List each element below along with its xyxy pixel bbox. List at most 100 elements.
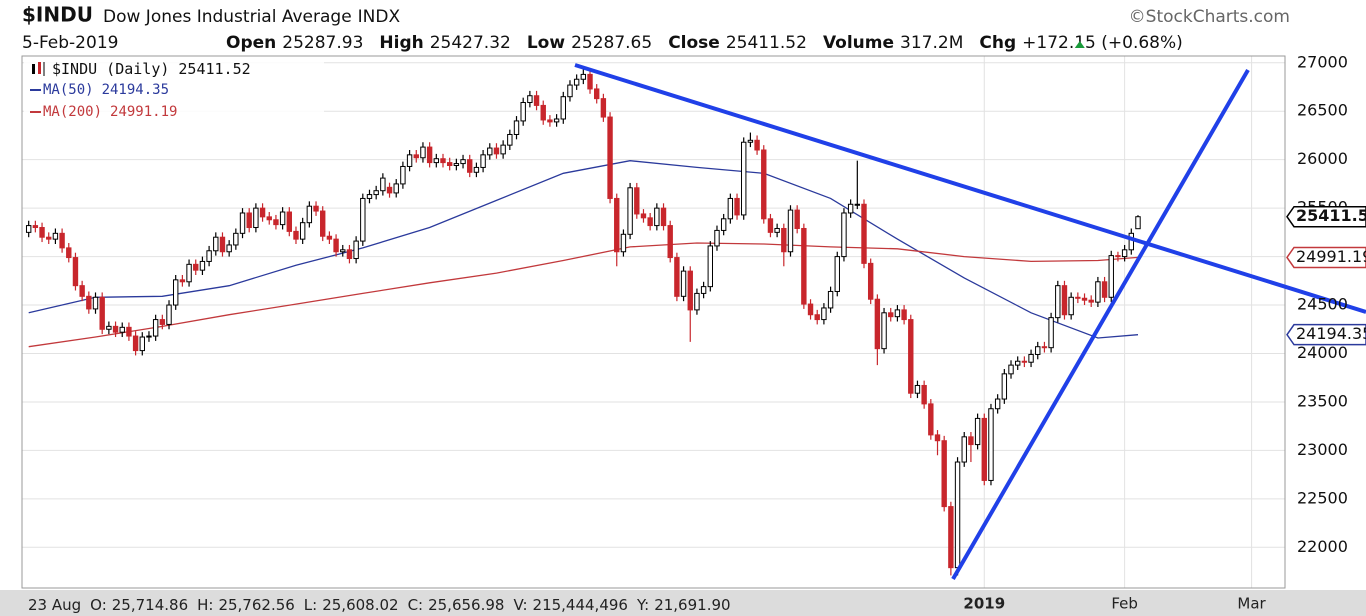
candle-body (654, 207, 660, 227)
candle-body (460, 159, 466, 165)
candle-body (52, 232, 59, 240)
symbol: $INDU (22, 3, 93, 27)
candle-body (807, 303, 814, 316)
candle-body (1115, 255, 1121, 258)
trend-line (951, 68, 1250, 581)
candle-body (346, 249, 353, 260)
candle-body (827, 290, 834, 309)
candle-body (440, 158, 446, 164)
stat-value: 25287.65 (571, 33, 652, 53)
candle-body (587, 73, 593, 90)
candle-body (660, 207, 667, 227)
marks (25, 67, 1141, 576)
candle-body (821, 307, 827, 321)
candle-body (507, 133, 513, 146)
candle-body (1081, 297, 1088, 301)
candle-body (547, 119, 553, 123)
candle-body (373, 190, 379, 196)
legend-icon (32, 64, 35, 74)
candle-body (647, 217, 653, 227)
price-tag (1286, 246, 1366, 269)
candle-body (279, 211, 286, 226)
candle-body (580, 73, 587, 80)
candle-body (1028, 353, 1034, 363)
candle-body (213, 236, 219, 252)
legend-name: MA(200) (43, 104, 102, 120)
candle-body (934, 434, 941, 442)
candle-body (694, 292, 700, 311)
candle-body (1001, 373, 1008, 400)
candle-body (393, 183, 399, 194)
candle-body (179, 279, 186, 283)
candle-body (1035, 346, 1041, 355)
candle-body (948, 506, 954, 569)
candle-body (487, 147, 493, 156)
candle-body (39, 227, 45, 238)
candle-body (92, 296, 99, 310)
x-tick-label: 2019 (963, 595, 1005, 613)
candle-body (921, 384, 927, 405)
candle-body (1055, 285, 1061, 319)
candle-body (620, 233, 627, 253)
candle-body (59, 232, 65, 249)
candle-body (640, 213, 647, 219)
candle-body (1101, 281, 1108, 298)
candle-body (380, 177, 386, 192)
candle-body (132, 335, 139, 352)
candle-body (700, 286, 707, 294)
candle-body (79, 285, 85, 297)
stat-label: Volume (823, 33, 894, 53)
legend-value: 25411.52 (178, 60, 250, 78)
candle-body (313, 205, 319, 212)
candle-body (607, 116, 613, 199)
info-value: 21,691.90 (654, 596, 730, 614)
candle-body (400, 165, 406, 185)
candle-body (366, 194, 373, 199)
legend-bg (24, 58, 324, 122)
candle-body (306, 205, 313, 224)
candle-body (119, 326, 125, 333)
candle-body (1095, 281, 1101, 303)
candle-body (861, 203, 867, 264)
candle-body (299, 222, 306, 240)
candle-body (888, 312, 894, 318)
candle-body (386, 186, 393, 194)
candle-body (1128, 232, 1135, 251)
candle-body (928, 403, 934, 436)
candle-body (233, 232, 239, 246)
candle-body (266, 216, 272, 221)
stat-label: High (379, 33, 423, 53)
candle-body (734, 197, 740, 216)
candle-body (901, 309, 907, 321)
price-tag-label: 24194.35 (1296, 324, 1366, 343)
candle-body (974, 417, 981, 446)
candle-body (520, 102, 526, 122)
info-value: 215,444,496 (533, 596, 628, 614)
candle-body (801, 227, 807, 305)
candle-body (467, 159, 473, 173)
candle-body (674, 257, 680, 297)
trend-line (574, 63, 1366, 314)
stats: Open 25287.93 High 25427.32 Low 25287.65 Close… (226, 33, 1183, 53)
x-axis: 2019 Feb Mar (963, 595, 1266, 613)
candle-body (1121, 249, 1128, 258)
candle-body (1061, 285, 1068, 316)
candle-body (894, 309, 901, 318)
ma-line (28, 242, 1139, 348)
legend-icon (38, 62, 41, 74)
stat-value: 25411.52 (726, 33, 807, 53)
candle-body (360, 197, 366, 242)
candle-body (1108, 255, 1114, 298)
source: ©StockCharts.com (1129, 7, 1290, 27)
candle-body (146, 335, 152, 338)
ma-line (28, 160, 1139, 339)
candle-body (814, 314, 820, 321)
candle-body (1008, 364, 1014, 375)
candle-body (353, 240, 359, 260)
candle-body (714, 229, 720, 247)
candle-body (226, 244, 232, 253)
candle-body (446, 162, 453, 167)
candle-body (253, 207, 259, 229)
candle-body (326, 235, 333, 240)
candle-body (112, 325, 119, 333)
